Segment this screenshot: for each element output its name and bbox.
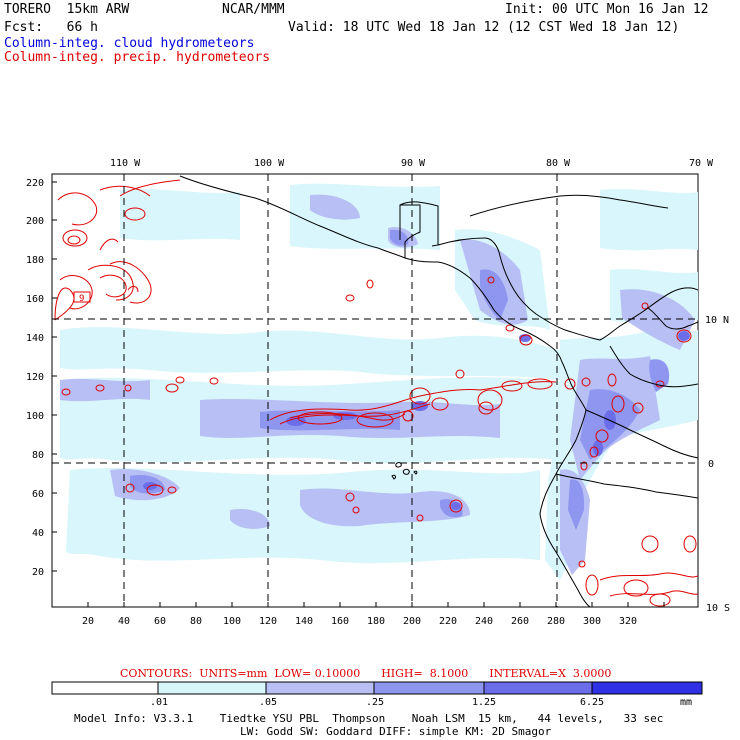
lat-label-0: 0 xyxy=(708,459,714,470)
x-tick-label: 160 xyxy=(331,616,349,627)
lon-label-110w: 110 W xyxy=(110,158,141,169)
y-tick-label: 160 xyxy=(26,294,44,305)
colorbar-label: 6.25 xyxy=(580,697,604,708)
x-tick-label: 300 xyxy=(583,616,601,627)
x-tick-label: 260 xyxy=(511,616,529,627)
forecast-hour: Fcst: 66 h xyxy=(4,20,98,35)
colorbar-unit: mm xyxy=(680,697,692,708)
model-title: TORERO 15km ARW xyxy=(4,2,130,17)
y-tick-label: 180 xyxy=(26,255,44,266)
contours-info: CONTOURS: UNITS=mm LOW= 0.10000 HIGH= 8.… xyxy=(120,667,612,680)
axis-ticks xyxy=(52,181,665,607)
lon-label-100w: 100 W xyxy=(254,158,285,169)
legend-cloud-hydrometeors: Column-integ. cloud hydrometeors xyxy=(4,36,255,51)
y-tick-label: 200 xyxy=(26,216,44,227)
x-tick-label: 280 xyxy=(547,616,565,627)
model-info-line2: LW: Godd SW: Goddard DIFF: simple KM: 2D… xyxy=(240,725,552,738)
y-tick-label: 80 xyxy=(32,450,44,461)
colorbar-label: .25 xyxy=(366,697,384,708)
x-tick-label: 100 xyxy=(223,616,241,627)
x-tick-label: 320 xyxy=(619,616,637,627)
y-tick-label: 120 xyxy=(26,372,44,383)
x-tick-label: 80 xyxy=(190,616,202,627)
init-time: Init: 00 UTC Mon 16 Jan 12 xyxy=(505,2,709,17)
legend-precip-hydrometeors: Column-integ. precip. hydrometeors xyxy=(4,50,271,65)
x-tick-label: 240 xyxy=(475,616,493,627)
colorbar-label: 1.25 xyxy=(472,697,496,708)
lat-lon-grid xyxy=(52,174,698,607)
lat-label-10n: 10 N xyxy=(705,315,729,326)
y-tick-label: 60 xyxy=(32,489,44,500)
y-tick-label: 140 xyxy=(26,333,44,344)
org-label: NCAR/MMM xyxy=(222,2,285,17)
valid-time: Valid: 18 UTC Wed 18 Jan 12 (12 CST Wed … xyxy=(288,20,680,35)
y-tick-label: 20 xyxy=(32,567,44,578)
x-tick-label: 220 xyxy=(439,616,457,627)
y-tick-label: 100 xyxy=(26,411,44,422)
coastlines xyxy=(179,175,698,607)
x-tick-label: 20 xyxy=(82,616,94,627)
x-tick-label: 60 xyxy=(154,616,166,627)
lat-label-10s: 10 S xyxy=(706,603,730,614)
y-tick-label: 40 xyxy=(32,528,44,539)
x-tick-label: 140 xyxy=(295,616,313,627)
contour-value-label: 9 xyxy=(79,294,84,304)
x-tick-label: 200 xyxy=(403,616,421,627)
colorbar-label: .01 xyxy=(150,697,168,708)
precip-contours xyxy=(54,179,698,607)
y-tick-label: 220 xyxy=(26,178,44,189)
colorbar xyxy=(51,681,703,695)
lon-label-80w: 80 W xyxy=(546,158,571,169)
x-tick-label: 120 xyxy=(259,616,277,627)
colorbar-label: .05 xyxy=(259,697,277,708)
x-tick-label: 180 xyxy=(367,616,385,627)
lon-label-90w: 90 W xyxy=(401,158,426,169)
map-label-box xyxy=(73,291,91,303)
x-tick-label: 40 xyxy=(118,616,130,627)
model-info-line1: Model Info: V3.3.1 Tiedtke YSU PBL Thomp… xyxy=(74,712,664,725)
lon-label-70w: 70 W xyxy=(689,158,714,169)
